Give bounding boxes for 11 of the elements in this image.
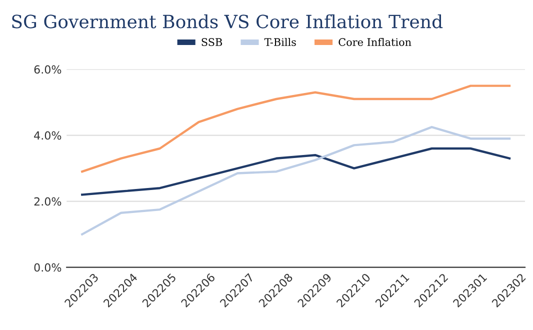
y-tick-label: 2.0%: [34, 197, 62, 206]
line-series: [81, 84, 511, 173]
chart-title: SG Government Bonds VS Core Inflation Trend: [12, 14, 443, 28]
line-series: [81, 126, 511, 236]
y-tick-label: 4.0%: [34, 131, 62, 140]
legend-label: T-Bills: [264, 38, 296, 46]
y-tick-label: 6.0%: [34, 65, 62, 74]
legend-label: SSB: [202, 38, 222, 46]
y-tick-label: 0.0%: [34, 263, 62, 272]
legend-label: Core Inflation: [338, 38, 412, 46]
line-series: [81, 147, 511, 196]
